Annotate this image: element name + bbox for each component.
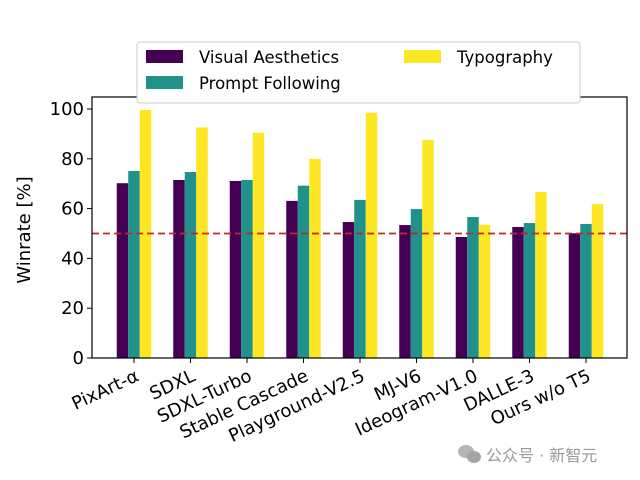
bar-prompt-following-4 [354,199,366,358]
wechat-icon [458,445,482,463]
bar-typography-3 [309,158,321,358]
bar-visual-aesthetics-6 [455,236,468,358]
y-tick-label: 20 [61,298,84,319]
bar-prompt-following-1 [184,171,197,358]
legend: Visual Aesthetics Prompt Following Typogra… [136,41,581,104]
bar-visual-aesthetics-1 [173,179,185,358]
legend-swatch [404,50,441,63]
bar-typography-1 [196,127,208,359]
bar-prompt-following-2 [241,179,253,358]
bar-prompt-following-0 [128,171,140,358]
bar-typography-4 [365,112,378,358]
bars-group [116,109,604,359]
bar-visual-aesthetics-7 [512,227,524,358]
bar-prompt-following-7 [523,223,536,358]
legend-label: Prompt Following [199,74,341,93]
legend-box [136,41,581,104]
bar-prompt-following-3 [297,185,310,358]
bar-visual-aesthetics-3 [286,200,298,358]
legend-label: Typography [456,48,553,67]
bar-visual-aesthetics-0 [116,183,129,358]
bar-typography-2 [252,132,265,358]
bar-prompt-following-8 [580,224,592,358]
bar-typography-8 [591,204,604,358]
watermark-text: 公众号 · 新智元 [486,446,598,465]
y-axis-label: Winrate [%] [14,176,35,283]
bar-visual-aesthetics-2 [229,180,242,358]
x-tick-label: PixArt-α [69,365,142,414]
legend-swatch [146,50,183,63]
y-tick-label: 0 [73,348,84,369]
bar-prompt-following-5 [410,209,423,358]
bar-typography-0 [139,109,152,358]
bar-visual-aesthetics-8 [568,233,581,358]
y-tick-label: 80 [61,149,84,170]
y-tick-label: 40 [61,248,84,269]
y-tick-label: 100 [50,99,84,120]
legend-swatch [146,76,183,89]
bar-visual-aesthetics-4 [342,222,355,358]
legend-label: Visual Aesthetics [199,48,339,67]
bar-visual-aesthetics-5 [399,225,411,358]
bar-typography-7 [535,191,547,358]
bar-typography-6 [478,224,491,358]
watermark: 公众号 · 新智元 [458,442,597,466]
bar-prompt-following-6 [467,217,479,358]
bar-typography-5 [422,139,434,358]
y-axis: 0 20 40 60 80 100 [50,99,92,369]
y-tick-label: 60 [61,199,84,220]
